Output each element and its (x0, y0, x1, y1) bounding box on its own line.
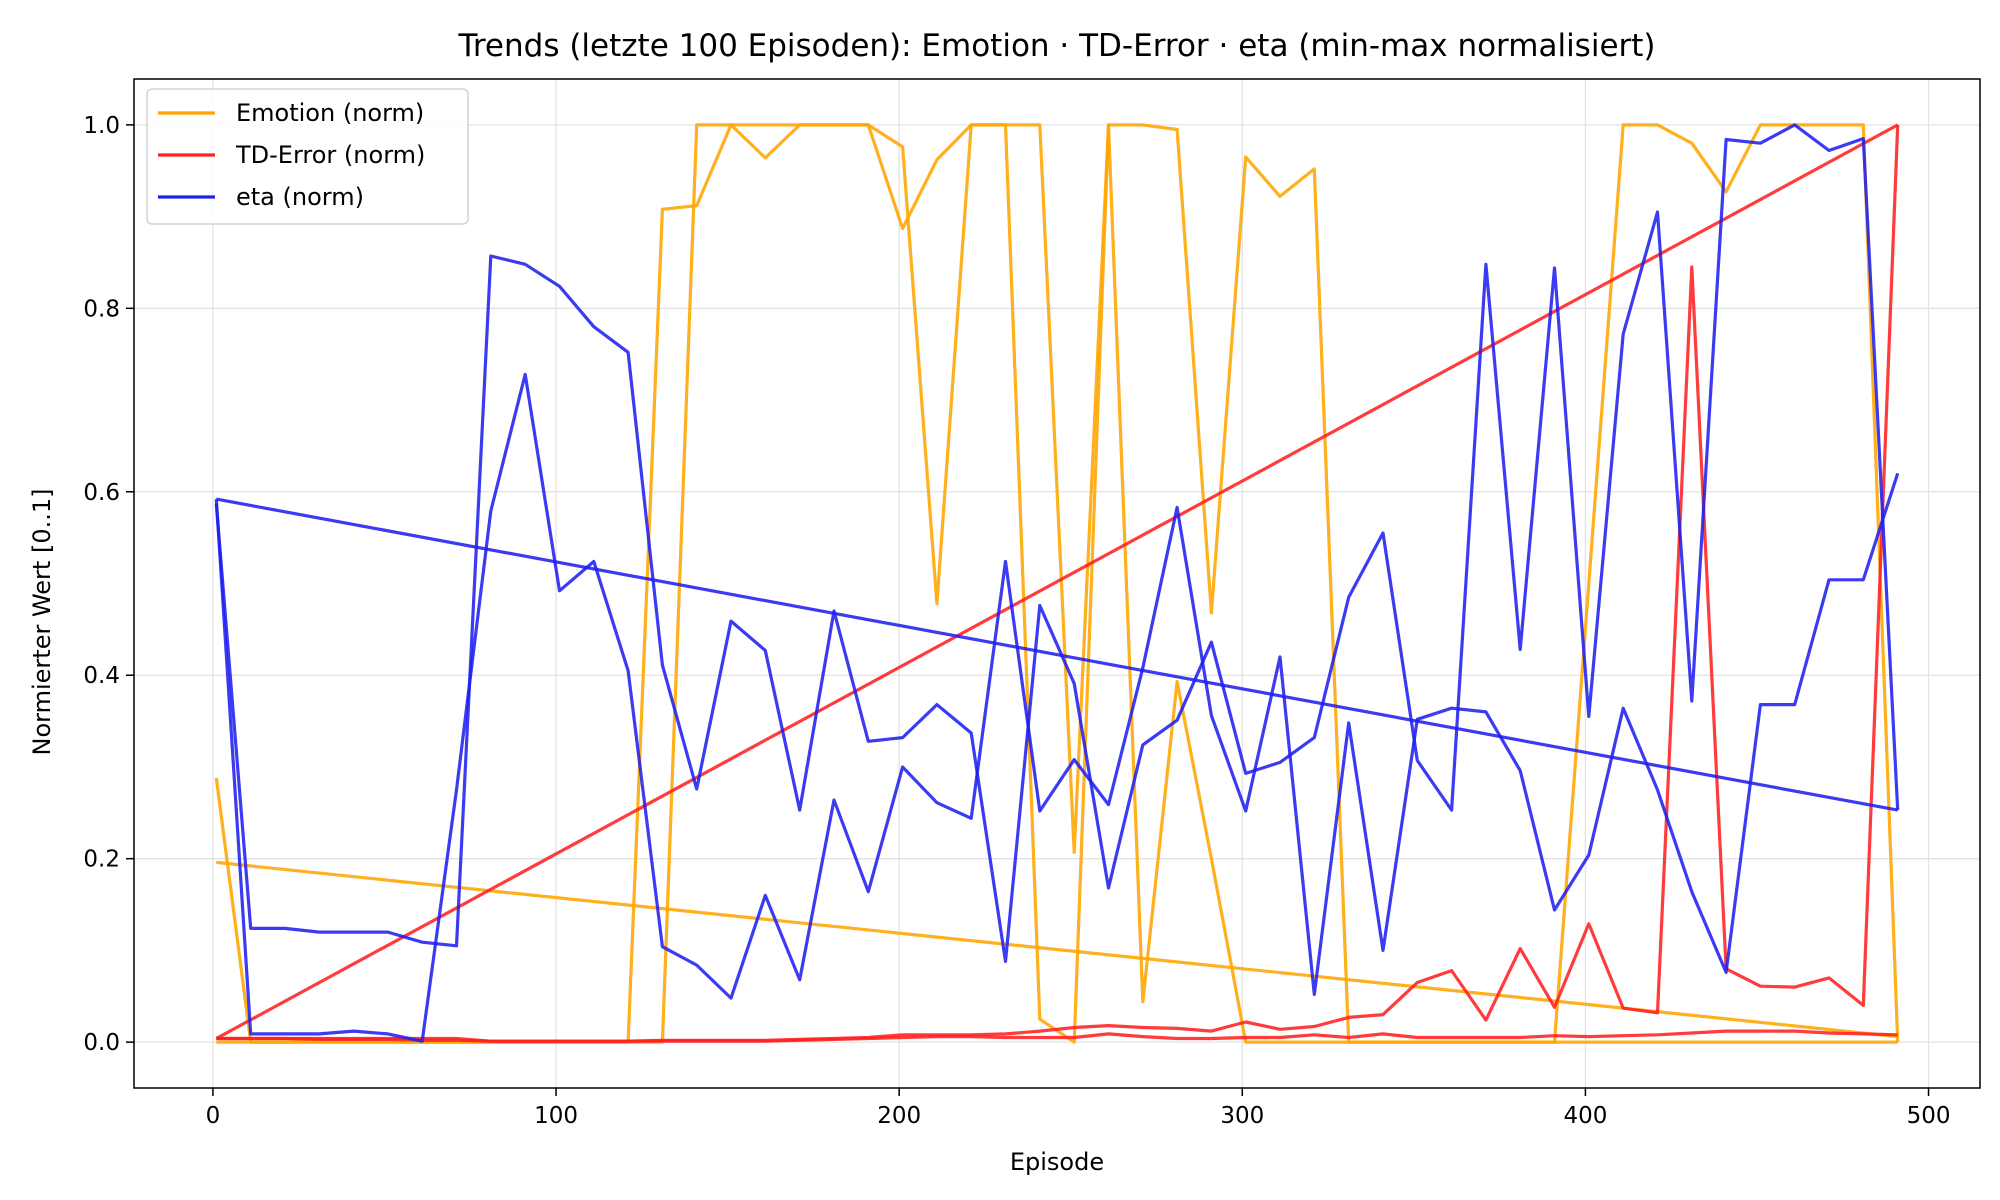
x-tick-label: 200 (877, 1103, 921, 1129)
x-tick-label: 0 (206, 1103, 221, 1129)
legend-box (146, 88, 469, 225)
legend: Emotion (norm) TD-Error (norm) eta (norm) (146, 88, 469, 225)
plot-area-frame (133, 78, 1981, 1089)
x-tick-label: 500 (1907, 1103, 1951, 1129)
y-tick-label: 0.0 (83, 1030, 120, 1056)
x-axis: 0 100 200 300 400 500 (206, 1088, 1951, 1129)
y-tick-label: 0.6 (83, 480, 120, 506)
legend-entry: eta (norm) (236, 183, 364, 211)
series-line (215, 123, 1899, 1040)
x-axis-label: Episode (1010, 1148, 1104, 1176)
x-tick-label: 300 (1220, 1103, 1264, 1129)
x-tick-label: 400 (1563, 1103, 1607, 1129)
y-axis-label: Normierter Wert [0..1] (28, 489, 56, 756)
y-tick-label: 0.8 (83, 296, 120, 322)
series-layer (214, 123, 1900, 1044)
y-tick-label: 0.2 (83, 847, 120, 873)
series-line (216, 1029, 1898, 1043)
y-axis: 0.0 0.2 0.4 0.6 0.8 1.0 (83, 113, 134, 1056)
x-tick-label: 100 (534, 1103, 578, 1129)
y-tick-label: 0.4 (83, 663, 120, 689)
series-line (214, 372, 1900, 1043)
y-tick-label: 1.0 (83, 113, 120, 139)
series-2 (215, 123, 1900, 1043)
chart-title: Trends (letzte 100 Episoden): Emotion · … (457, 28, 1655, 64)
series-line (216, 860, 1898, 1039)
series-line (216, 497, 1898, 812)
series-line (214, 123, 1900, 964)
legend-entry: TD-Error (norm) (235, 141, 425, 169)
series-3 (214, 123, 1900, 1043)
legend-entry: Emotion (norm) (236, 99, 424, 127)
